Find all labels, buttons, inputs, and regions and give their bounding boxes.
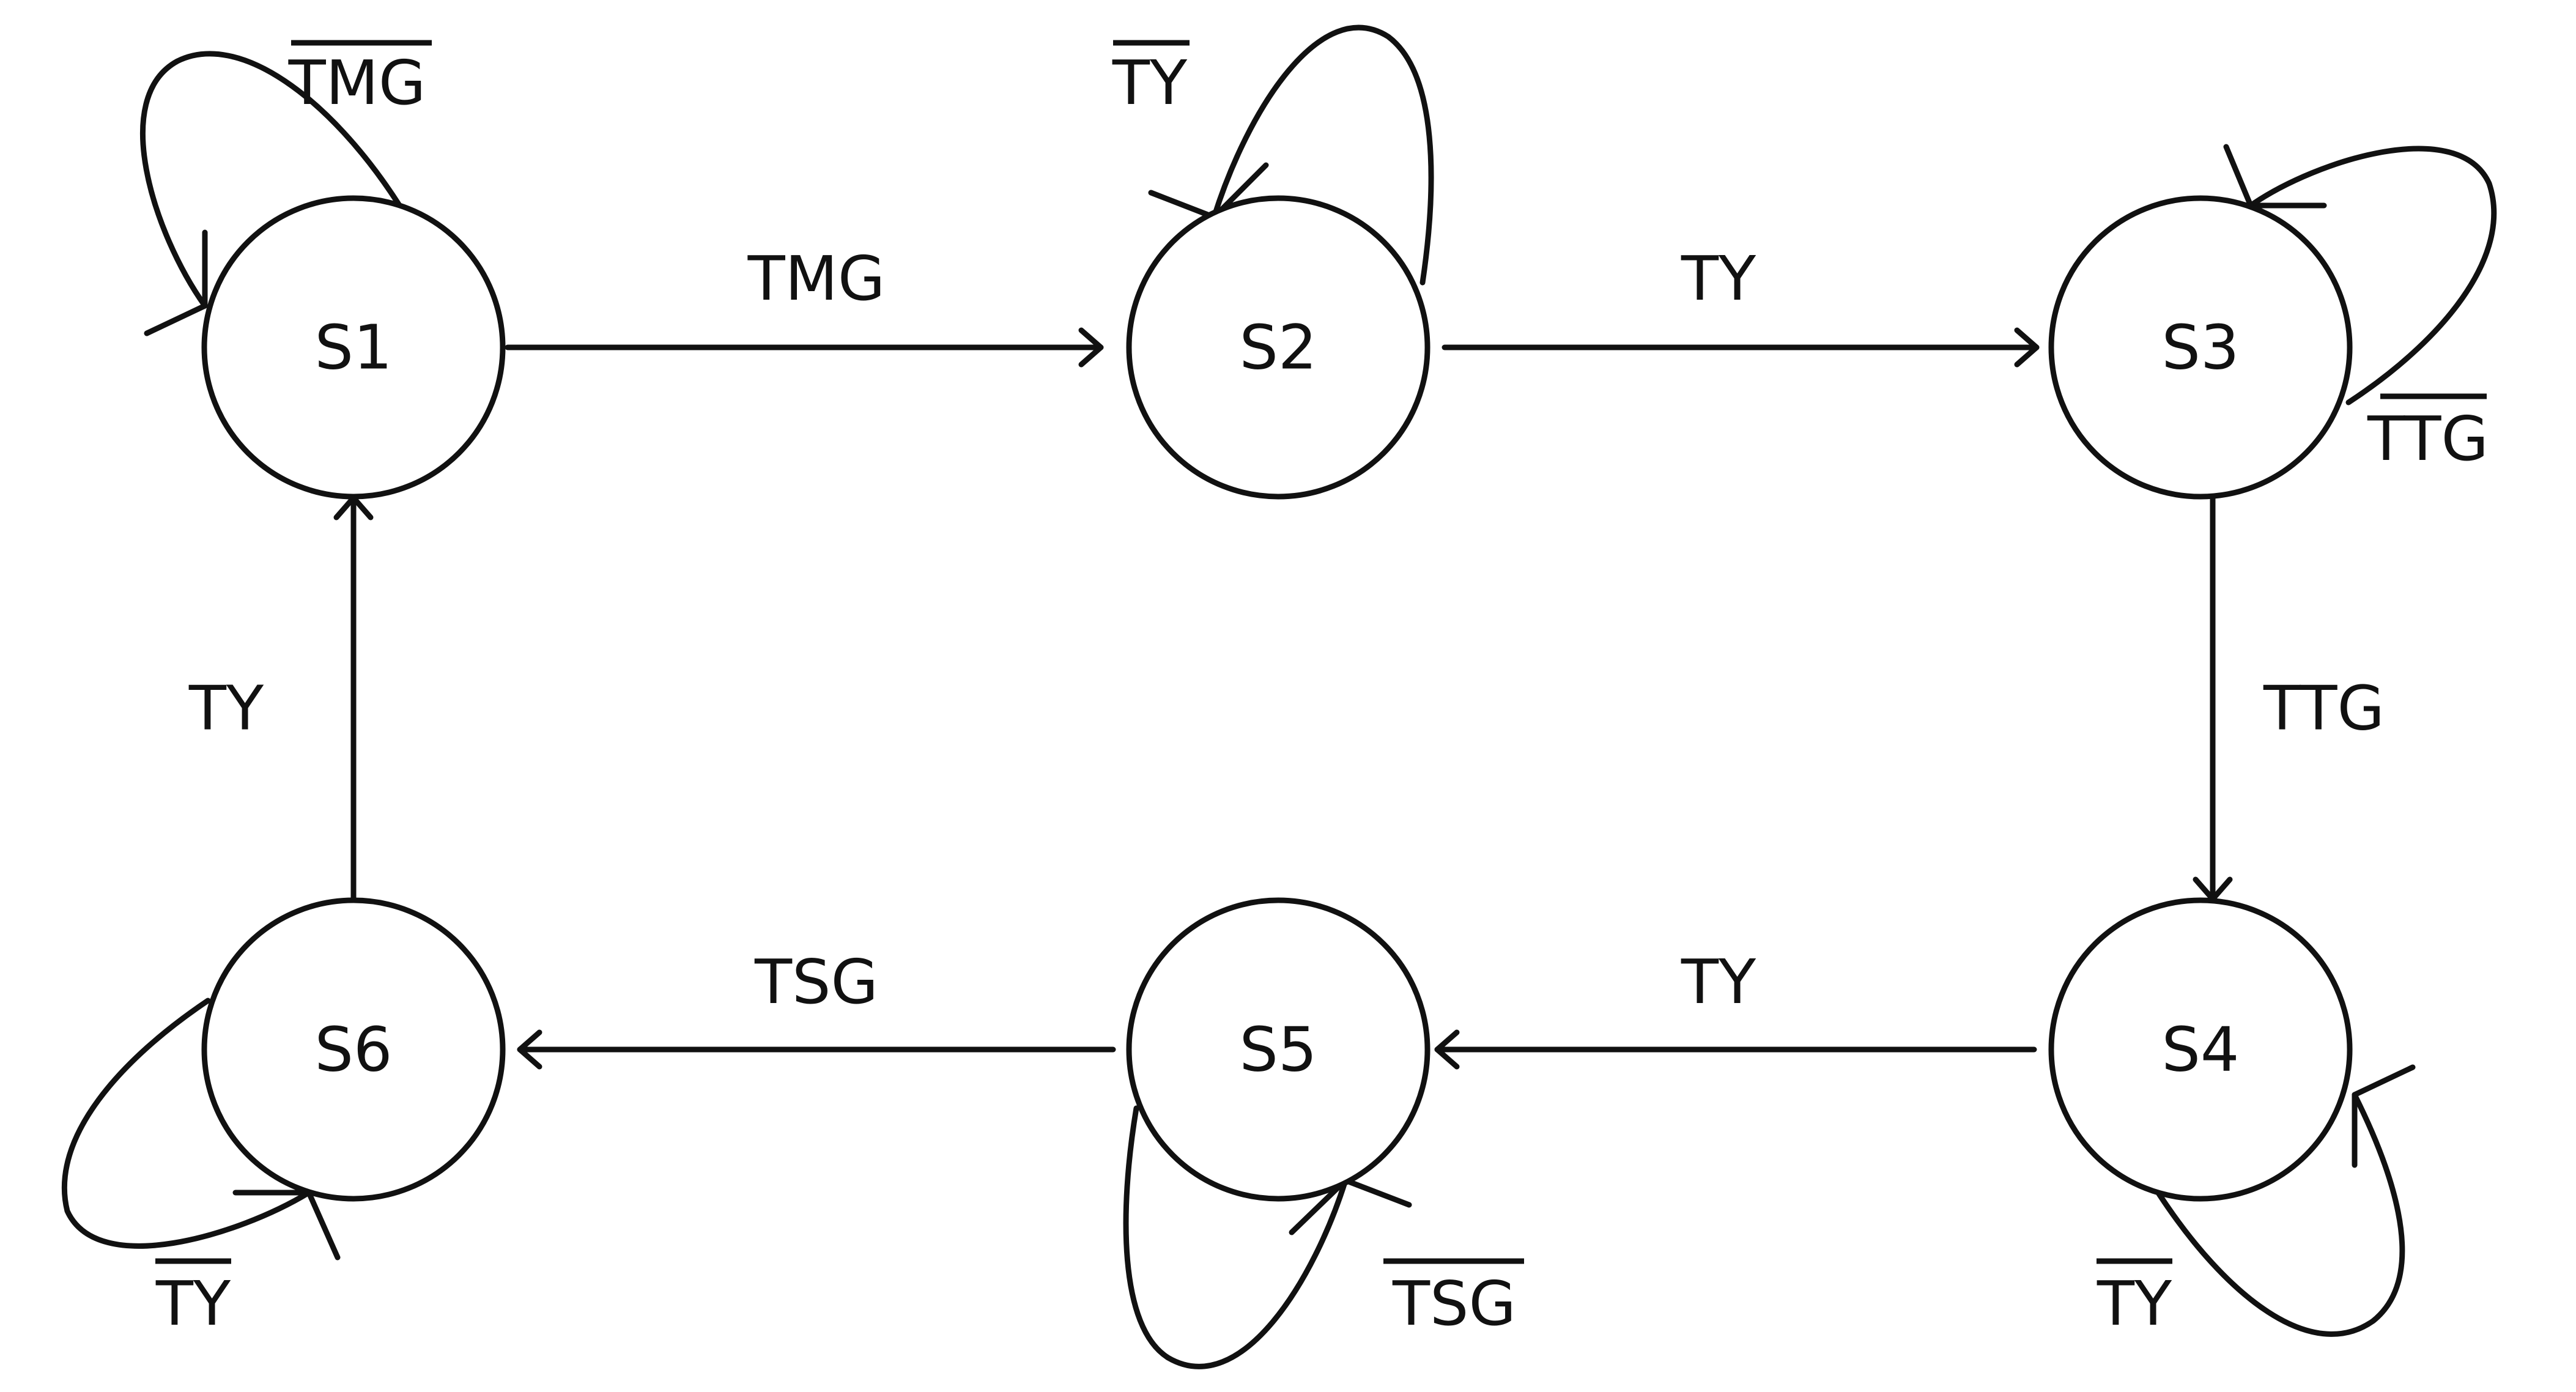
transition-label-s5-s6: TSG	[754, 946, 878, 1018]
self-loop-label-s4: TY	[2097, 1258, 2172, 1339]
state-s5[interactable]: S5	[1126, 897, 1430, 1202]
transition-label-s2-s3: TY	[1681, 243, 1756, 314]
self-loop-s4	[2156, 1064, 2416, 1337]
transition-s3-s4	[2193, 495, 2233, 902]
self-loop-labels: TMG TY TTG TY TSG TY	[155, 40, 2489, 1339]
transition-labels: TMG TY TTG TY TSG TY	[188, 243, 2385, 1018]
transition-label-s4-s5: TY	[1681, 946, 1756, 1018]
state-s1[interactable]: S1	[201, 195, 506, 500]
state-label: S3	[2161, 312, 2239, 383]
self-loop-label-s6: TY	[155, 1258, 231, 1339]
state-label: S5	[1239, 1014, 1317, 1086]
state-label: S1	[314, 312, 392, 383]
transition-label-s1-s2: TMG	[747, 243, 886, 314]
state-s3[interactable]: S3	[2048, 195, 2353, 500]
self-loop-label-text: TY	[1112, 47, 1188, 119]
transitions	[333, 327, 2233, 1070]
transition-label-s3-s4: TTG	[2263, 673, 2385, 744]
self-loop-label-s5: TSG	[1383, 1258, 1524, 1339]
self-loops	[61, 24, 2497, 1369]
self-loop-label-text: TY	[155, 1268, 231, 1339]
transition-s6-s1	[333, 495, 374, 903]
states: S1 S2 S3 S4 S5 S6	[201, 195, 2353, 1202]
state-label: S2	[1239, 312, 1317, 383]
self-loop-s6	[61, 998, 341, 1261]
state-label: S4	[2161, 1014, 2239, 1086]
self-loop-label-text: TY	[2097, 1268, 2172, 1339]
self-loop-label-text: TMG	[288, 47, 426, 119]
state-s2[interactable]: S2	[1126, 195, 1430, 500]
self-loop-label-s1: TMG	[288, 40, 432, 119]
state-s4[interactable]: S4	[2048, 897, 2353, 1202]
state-label: S6	[314, 1014, 392, 1086]
transition-label-s6-s1: TY	[188, 673, 264, 744]
transition-s2-s3	[1442, 327, 2040, 368]
self-loop-label-s2: TY	[1112, 40, 1190, 119]
self-loop-s3	[2223, 144, 2497, 405]
self-loop-label-s3: TTG	[2367, 393, 2489, 475]
state-s6[interactable]: S6	[201, 897, 506, 1202]
transition-s5-s6	[517, 1029, 1116, 1070]
transition-s4-s5	[1434, 1029, 2037, 1070]
self-loop-label-text: TSG	[1392, 1268, 1516, 1339]
self-loop-s1	[140, 51, 402, 336]
transition-s1-s2	[505, 327, 1104, 368]
self-loop-label-text: TTG	[2367, 403, 2489, 475]
